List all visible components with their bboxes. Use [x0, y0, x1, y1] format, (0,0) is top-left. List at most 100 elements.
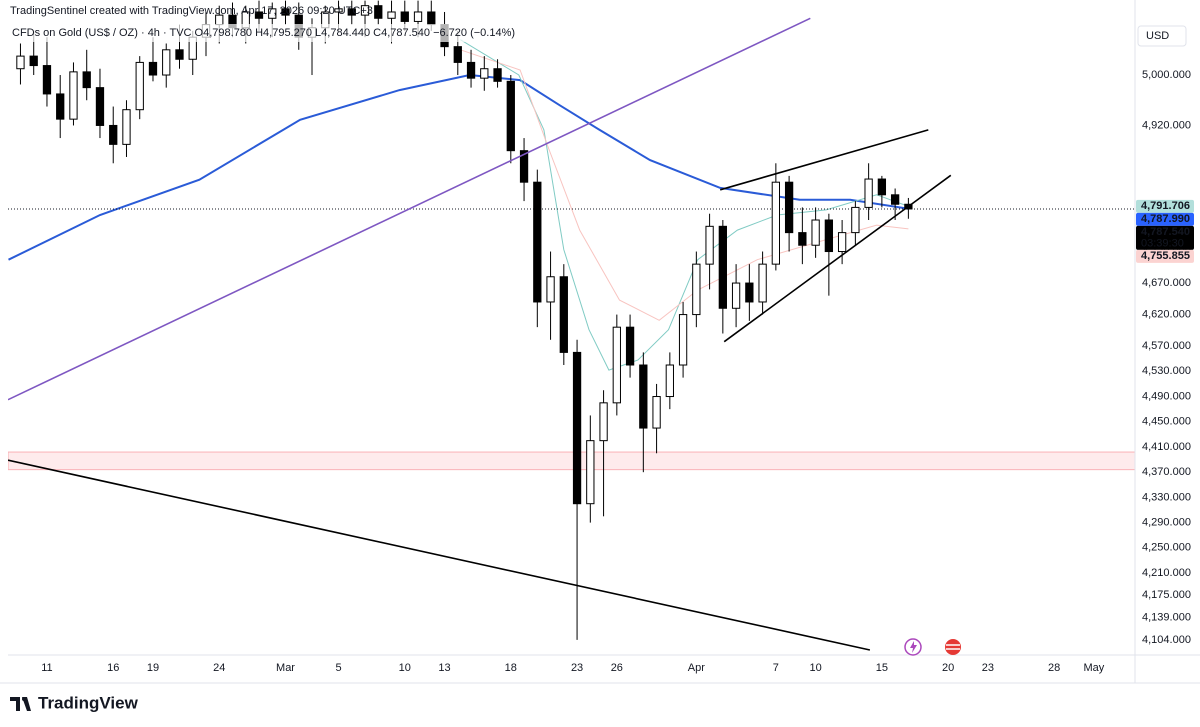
candle-body — [254, 11, 264, 19]
x-tick-label: 15 — [876, 662, 888, 674]
y-tick-label: 4,250.000 — [1142, 542, 1191, 554]
y-tick-label: 4,139.000 — [1142, 612, 1191, 624]
candle-body — [16, 55, 25, 70]
candle-body — [480, 68, 489, 79]
x-tick-label: 18 — [505, 662, 517, 674]
candle-body — [625, 326, 635, 366]
candle-body — [639, 364, 648, 429]
symbol-legend: CFDs on Gold (US$ / OZ) · 4h · TVC O4,79… — [12, 27, 515, 39]
candle-body — [400, 11, 409, 22]
price-badge-label: 4,755.855 — [1141, 250, 1190, 262]
candle-body — [360, 5, 370, 16]
x-tick-label: Apr — [688, 662, 705, 674]
candle-body — [599, 402, 608, 442]
y-tick-label: 4,104.000 — [1142, 634, 1191, 646]
event-glyph — [946, 644, 960, 650]
y-tick-label: 4,330.000 — [1142, 491, 1191, 503]
candle-body — [837, 232, 847, 253]
event-icon[interactable] — [945, 639, 961, 655]
candle-body — [864, 178, 873, 208]
y-tick-label: 5,000.000 — [1142, 69, 1191, 81]
x-tick-label: 10 — [399, 662, 411, 674]
credit: TradingSentinel created with TradingView… — [10, 5, 373, 17]
price-badge — [1136, 225, 1194, 250]
candle-body — [162, 49, 171, 76]
candle-body — [82, 71, 91, 89]
legend-bg — [8, 24, 468, 42]
candle-body — [771, 181, 780, 265]
candle-body — [758, 263, 767, 303]
x-tick-label: 13 — [438, 662, 450, 674]
price-badge — [1136, 249, 1194, 263]
x-tick-label: May — [1084, 662, 1105, 674]
y-tick-label: 4,450.000 — [1142, 416, 1191, 428]
candle-body — [374, 5, 383, 19]
x-tick-label: 16 — [107, 662, 119, 674]
candle-body — [519, 150, 529, 183]
candle-body — [109, 124, 118, 145]
candle-body — [334, 8, 343, 13]
logo-mark — [10, 697, 31, 711]
x-tick-label: 23 — [571, 662, 583, 674]
y-tick-label: 4,530.000 — [1142, 365, 1191, 377]
x-tick-label: 23 — [982, 662, 994, 674]
candle-body — [811, 219, 820, 246]
candle-body — [731, 282, 741, 309]
price-badge — [1136, 212, 1194, 226]
price-badge-label: 4,787.990 — [1141, 213, 1190, 225]
candle-body — [69, 71, 78, 120]
candle-body — [347, 8, 356, 16]
candle-body — [890, 194, 900, 205]
candle-body — [506, 80, 515, 152]
candle-body — [29, 55, 38, 67]
y-tick-label: 4,920.000 — [1142, 119, 1191, 131]
candle-body — [281, 8, 290, 16]
candle-body — [705, 225, 714, 265]
candle-body — [877, 178, 887, 196]
candle-body — [268, 8, 277, 19]
currency-button[interactable] — [1137, 25, 1187, 47]
x-tick-label: Mar — [276, 662, 295, 674]
y-tick-label: 4,370.000 — [1142, 466, 1191, 478]
trend-line — [723, 174, 952, 343]
y-tick-label: 4,620.000 — [1142, 308, 1191, 320]
plot-area — [8, 0, 1135, 651]
candle-body — [612, 326, 621, 404]
x-tick-label: 28 — [1048, 662, 1060, 674]
y-tick-label: 4,670.000 — [1142, 277, 1191, 289]
candle-body — [745, 282, 754, 303]
candle-body — [652, 396, 661, 429]
support-zone — [8, 451, 1135, 471]
x-tick-label: 20 — [942, 662, 954, 674]
y-tick-label: 4,175.000 — [1142, 589, 1191, 601]
candle-body — [586, 440, 595, 505]
candle-body — [559, 276, 568, 353]
candle-body — [42, 65, 52, 95]
candle-body — [718, 225, 727, 309]
x-tick-label: 26 — [611, 662, 623, 674]
x-tick-label: 5 — [335, 662, 341, 674]
candle-body — [678, 314, 688, 366]
logo — [10, 697, 31, 711]
y-tick-label: 4,290.000 — [1142, 517, 1191, 529]
x-tick-label: 11 — [41, 662, 52, 674]
candle-body — [665, 364, 674, 398]
x-tick-label: 24 — [213, 662, 225, 674]
x-tick-label: 10 — [809, 662, 821, 674]
candle-body — [851, 206, 860, 234]
candle-body — [466, 61, 476, 79]
candle-body — [135, 61, 144, 111]
price-badge-label: 4,791.706 — [1141, 200, 1190, 212]
trend-line — [719, 129, 929, 191]
candle-body — [387, 11, 396, 19]
price-badge — [1136, 199, 1194, 213]
event-glyph — [910, 641, 917, 653]
logo-dot — [22, 697, 26, 701]
candle-body — [798, 232, 807, 246]
y-tick-label: 4,570.000 — [1142, 340, 1191, 352]
price-badge-label: 4,787.540 — [1141, 226, 1190, 238]
candle-body — [546, 276, 555, 303]
event-icons — [904, 638, 961, 656]
trend-line — [8, 459, 871, 651]
